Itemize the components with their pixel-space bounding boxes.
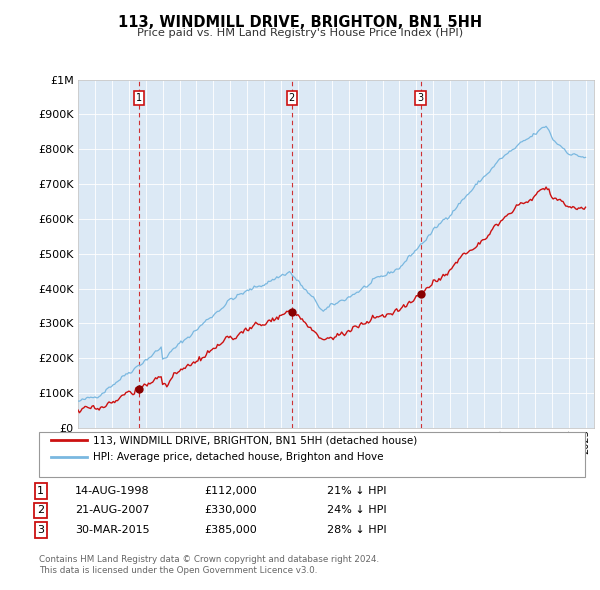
Text: 113, WINDMILL DRIVE, BRIGHTON, BN1 5HH (detached house): 113, WINDMILL DRIVE, BRIGHTON, BN1 5HH (… [93, 435, 417, 445]
Text: 3: 3 [418, 93, 424, 103]
Text: HPI: Average price, detached house, Brighton and Hove: HPI: Average price, detached house, Brig… [93, 453, 383, 462]
Text: £112,000: £112,000 [204, 486, 257, 496]
Text: 2: 2 [289, 93, 295, 103]
Text: 21-AUG-2007: 21-AUG-2007 [75, 506, 149, 515]
Text: 113, WINDMILL DRIVE, BRIGHTON, BN1 5HH: 113, WINDMILL DRIVE, BRIGHTON, BN1 5HH [118, 15, 482, 30]
Text: 1: 1 [136, 93, 142, 103]
Text: Price paid vs. HM Land Registry's House Price Index (HPI): Price paid vs. HM Land Registry's House … [137, 28, 463, 38]
Text: 28% ↓ HPI: 28% ↓ HPI [327, 525, 386, 535]
Text: 24% ↓ HPI: 24% ↓ HPI [327, 506, 386, 515]
Text: 1: 1 [37, 486, 44, 496]
Text: £385,000: £385,000 [204, 525, 257, 535]
Text: 2: 2 [37, 506, 44, 515]
Text: 14-AUG-1998: 14-AUG-1998 [75, 486, 149, 496]
Text: 30-MAR-2015: 30-MAR-2015 [75, 525, 149, 535]
Text: 21% ↓ HPI: 21% ↓ HPI [327, 486, 386, 496]
Text: This data is licensed under the Open Government Licence v3.0.: This data is licensed under the Open Gov… [39, 566, 317, 575]
Text: Contains HM Land Registry data © Crown copyright and database right 2024.: Contains HM Land Registry data © Crown c… [39, 555, 379, 563]
Text: £330,000: £330,000 [204, 506, 257, 515]
Text: 3: 3 [37, 525, 44, 535]
